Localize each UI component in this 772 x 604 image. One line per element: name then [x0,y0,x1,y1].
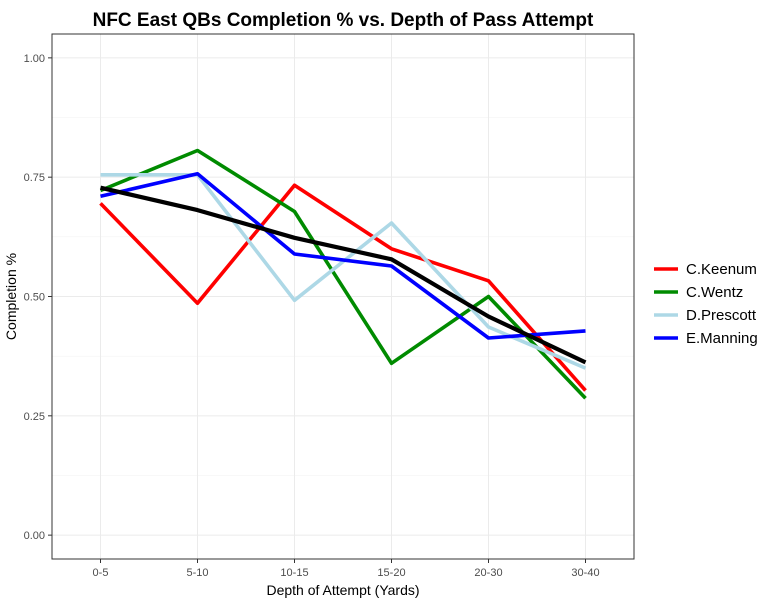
x-tick-label: 15-20 [377,567,405,579]
x-tick-label: 5-10 [186,567,208,579]
legend-label-c-keenum: C.Keenum [686,261,757,278]
y-tick-label: 0.50 [24,292,45,304]
x-tick-label: 20-30 [474,567,502,579]
legend: C.Keenum C.Wentz D.Prescott E.Manning [654,261,758,347]
chart-title: NFC East QBs Completion % vs. Depth of P… [93,10,594,31]
y-tick-label: 0.75 [24,172,45,184]
series-line-average [100,185,587,365]
x-axis-title: Depth of Attempt (Yards) [266,582,419,598]
grid [52,34,634,559]
y-tick-label: 0.00 [24,530,45,542]
legend-label-c-wentz: C.Wentz [686,284,743,301]
y-tick-label: 1.00 [24,53,45,65]
y-tick-label: 0.25 [24,411,45,423]
series-line-e-manning [100,172,586,340]
series-lines [99,148,587,400]
legend-label-d-prescott: D.Prescott [686,307,757,324]
legend-label-e-manning: E.Manning [686,330,758,347]
series-line-c-keenum [99,183,587,392]
x-tick-label: 0-5 [93,567,109,579]
axis-ticks: 0.00 0.25 0.50 0.75 1.00 0-5 5-10 10-15 15-20 20-… [24,53,600,579]
series-line-c-wentz [99,148,587,400]
y-axis-title: Completion % [3,253,19,340]
x-tick-label: 10-15 [280,567,308,579]
x-tick-label: 30-40 [571,567,599,579]
